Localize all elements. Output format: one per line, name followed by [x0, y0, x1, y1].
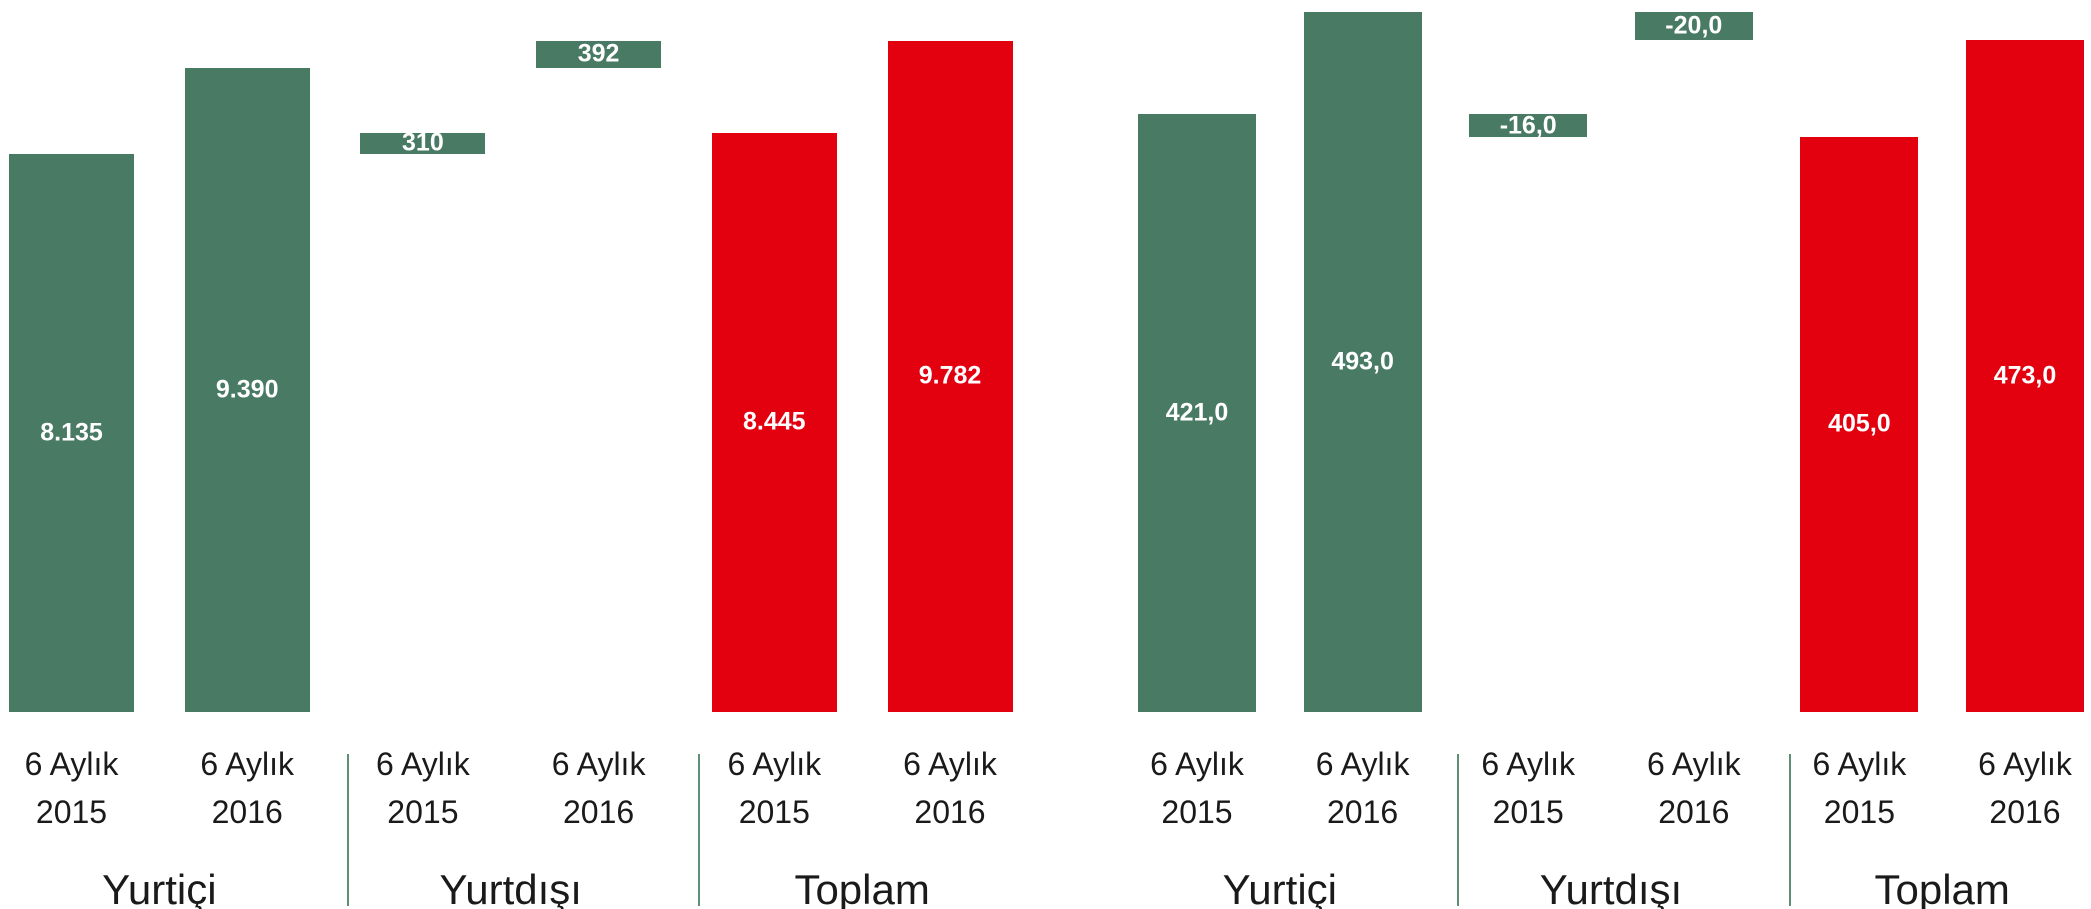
group-separator — [1788, 754, 1791, 906]
group-separator — [698, 754, 701, 906]
bar — [1800, 136, 1919, 712]
bar — [1469, 114, 1588, 137]
group-label: Yurtdışı — [1539, 866, 1683, 909]
category-label: 6 Aylık 2015 — [376, 746, 470, 830]
bar — [9, 153, 134, 712]
category-label: 6 Aylık 2016 — [551, 746, 646, 830]
value-label: 8.135 — [40, 418, 103, 447]
bar — [711, 132, 837, 712]
category-label: 6 Aylık 2016 — [1315, 746, 1410, 830]
value-label: 421,0 — [1165, 398, 1229, 427]
group-separator — [1457, 754, 1460, 906]
value-label: 392 — [577, 39, 620, 68]
group-label: Yurtdışı — [439, 866, 582, 909]
value-label: 405,0 — [1828, 409, 1891, 438]
bar — [1303, 11, 1422, 712]
category-label: 6 Aylık 2016 — [903, 746, 997, 830]
value-label: 310 — [402, 128, 444, 157]
bar — [1966, 40, 2084, 712]
bar — [184, 67, 310, 712]
bar — [1634, 11, 1753, 41]
bar — [360, 132, 486, 154]
bar — [536, 40, 662, 68]
value-label: 9.390 — [215, 375, 279, 404]
value-label: 9.782 — [918, 361, 982, 390]
bar — [1138, 114, 1256, 712]
group-label: Toplam — [1874, 866, 2010, 909]
category-label: 6 Aylık 2015 — [1150, 746, 1244, 830]
value-label: 493,0 — [1331, 347, 1394, 376]
group-label: Yurtiçi — [1222, 866, 1337, 909]
category-label: 6 Aylık 2016 — [1646, 746, 1741, 830]
category-label: 6 Aylık 2016 — [1978, 746, 2072, 830]
group-label: Yurtiçi — [102, 866, 217, 909]
value-label: 8.445 — [743, 407, 806, 436]
category-label: 6 Aylık 2015 — [1812, 746, 1907, 830]
category-label: 6 Aylık 2015 — [727, 746, 822, 830]
category-label: 6 Aylık 2015 — [1481, 746, 1576, 830]
category-label: 6 Aylık 2016 — [200, 746, 295, 830]
group-label: Toplam — [794, 866, 930, 909]
bar — [887, 40, 1013, 712]
category-label: 6 Aylık 2015 — [24, 746, 119, 830]
value-label: -16,0 — [1499, 111, 1557, 140]
value-label: -20,0 — [1665, 11, 1723, 40]
value-label: 473,0 — [1993, 361, 2057, 390]
group-separator — [347, 754, 350, 906]
